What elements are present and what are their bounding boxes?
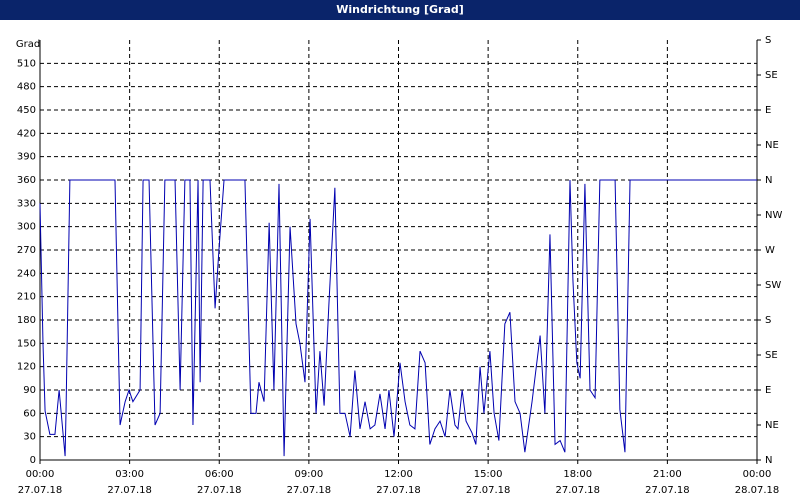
y-tick-label: 60: [23, 408, 36, 419]
x-tick-label: 21:00: [653, 469, 682, 480]
y-tick-label: 240: [17, 268, 36, 279]
y-axis-label: Grad: [16, 39, 40, 50]
y2-tick-label: SE: [765, 70, 778, 81]
x-tick-date: 27.07.18: [287, 485, 332, 496]
y2-tick-label: NW: [765, 210, 782, 221]
y2-tick-label: W: [765, 245, 775, 256]
y-tick-label: 90: [23, 385, 36, 396]
x-tick-date: 27.07.18: [466, 485, 511, 496]
x-tick-label: 18:00: [563, 469, 592, 480]
y2-tick-label: N: [765, 175, 772, 186]
x-tick-date: 28.07.18: [735, 485, 780, 496]
y2-tick-label: NE: [765, 140, 779, 151]
y-tick-label: 390: [17, 152, 36, 163]
y2-tick-label: SW: [765, 280, 781, 291]
y-tick-label: 30: [23, 432, 36, 443]
y2-tick-label: E: [765, 105, 771, 116]
y-tick-label: 450: [17, 105, 36, 116]
data-line: [39, 179, 757, 457]
y2-tick-label: E: [765, 385, 771, 396]
y-tick-label: 360: [17, 175, 36, 186]
y-tick-label: 120: [17, 362, 36, 373]
x-tick-date: 27.07.18: [107, 485, 152, 496]
x-tick-label: 06:00: [205, 469, 234, 480]
x-tick-label: 15:00: [474, 469, 503, 480]
y-tick-label: 180: [17, 315, 36, 326]
title-bar: [0, 0, 800, 20]
y-tick-label: 270: [17, 245, 36, 256]
y-tick-label: 150: [17, 338, 36, 349]
x-tick-label: 03:00: [115, 469, 144, 480]
x-tick-label: 09:00: [294, 469, 323, 480]
x-tick-date: 27.07.18: [376, 485, 421, 496]
y-tick-label: 210: [17, 292, 36, 303]
y-tick-label: 510: [17, 58, 36, 69]
y2-tick-label: S: [765, 315, 771, 326]
y-tick-label: 480: [17, 82, 36, 93]
x-tick-date: 27.07.18: [197, 485, 242, 496]
y-tick-label: 330: [17, 198, 36, 209]
y-tick-label: 300: [17, 222, 36, 233]
y-tick-label: 420: [17, 128, 36, 139]
y2-tick-label: SE: [765, 350, 778, 361]
x-tick-label: 12:00: [384, 469, 413, 480]
x-tick-date: 27.07.18: [18, 485, 63, 496]
y-tick-label: 0: [30, 455, 36, 466]
x-tick-label: 00:00: [743, 469, 772, 480]
x-tick-date: 27.07.18: [555, 485, 600, 496]
y2-tick-label: N: [765, 455, 772, 466]
x-tick-date: 27.07.18: [645, 485, 690, 496]
y2-tick-label: S: [765, 35, 771, 46]
x-tick-label: 00:00: [26, 469, 55, 480]
chart-title: Windrichtung [Grad]: [336, 3, 464, 16]
y2-tick-label: NE: [765, 420, 779, 431]
